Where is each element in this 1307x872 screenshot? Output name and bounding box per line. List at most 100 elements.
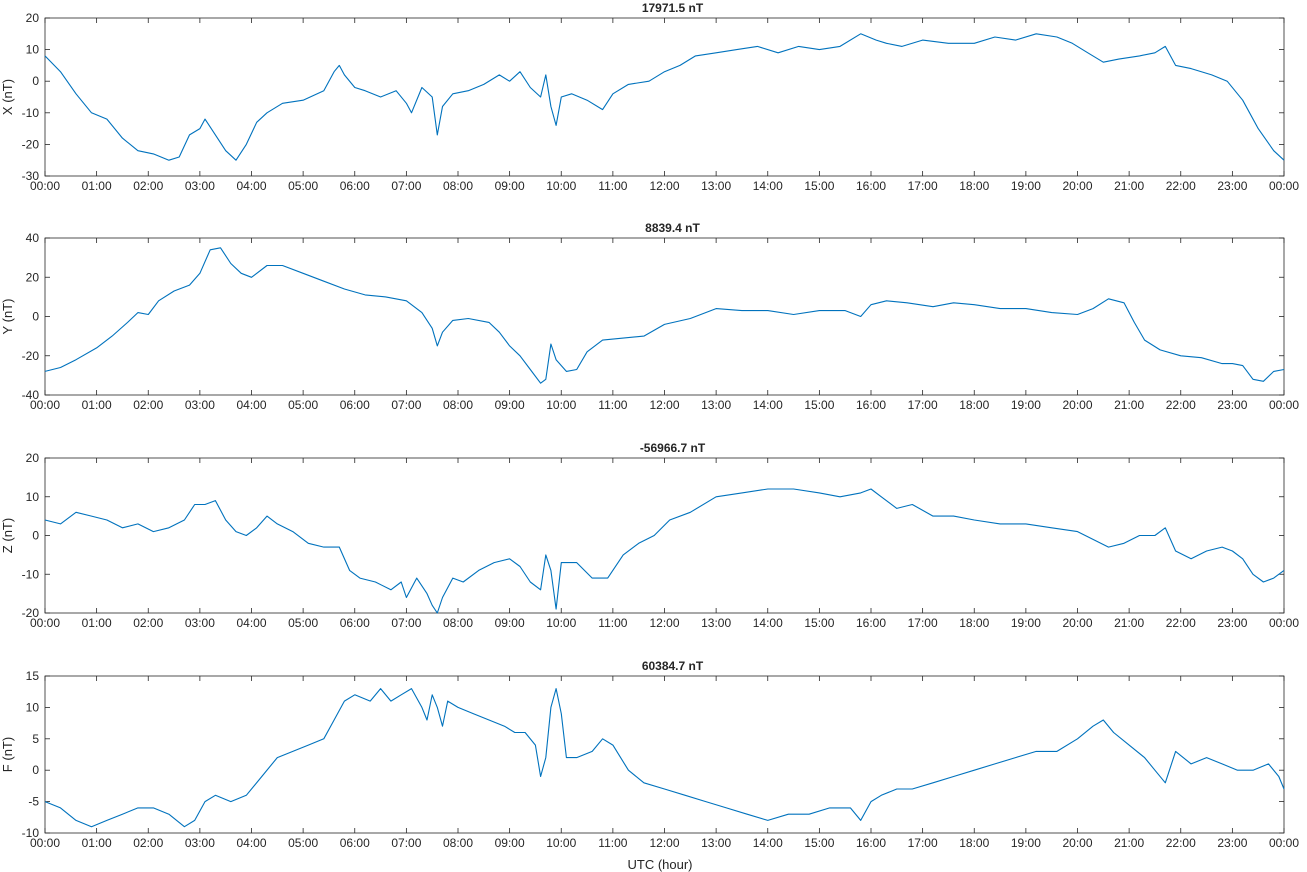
xtick-label-x: 07:00 <box>391 179 421 193</box>
xtick-label-x: 22:00 <box>1166 179 1196 193</box>
xtick-label-y: 04:00 <box>236 398 266 412</box>
ytick-label-x: 10 <box>26 43 40 57</box>
ytick-label-y: 40 <box>26 231 40 245</box>
ytick-label-x: -10 <box>22 106 40 120</box>
xtick-label-z: 09:00 <box>495 616 525 630</box>
xtick-label-y: 15:00 <box>804 398 834 412</box>
xtick-label-x: 08:00 <box>443 179 473 193</box>
xtick-label-f: 20:00 <box>1062 836 1092 850</box>
xtick-label-f: 05:00 <box>288 836 318 850</box>
ytick-label-f: 10 <box>26 700 40 714</box>
xtick-label-y: 10:00 <box>546 398 576 412</box>
xtick-label-y: 02:00 <box>133 398 163 412</box>
xtick-label-y: 08:00 <box>443 398 473 412</box>
panel-title-y: 8839.4 nT <box>645 221 700 235</box>
ylabel-f: F (nT) <box>0 737 15 772</box>
ytick-label-x: -20 <box>22 137 40 151</box>
xtick-label-z: 02:00 <box>133 616 163 630</box>
xtick-label-z: 01:00 <box>82 616 112 630</box>
ytick-label-f: 5 <box>32 732 39 746</box>
xtick-label-y: 18:00 <box>959 398 989 412</box>
ytick-label-f: -5 <box>28 795 39 809</box>
xtick-label-y: 12:00 <box>649 398 679 412</box>
xtick-label-f: 22:00 <box>1166 836 1196 850</box>
plot-area-x <box>44 17 1285 177</box>
xtick-label-z: 03:00 <box>185 616 215 630</box>
xtick-label-f: 13:00 <box>701 836 731 850</box>
xtick-label-f: 07:00 <box>391 836 421 850</box>
xtick-label-f: 09:00 <box>495 836 525 850</box>
xtick-label-x: 21:00 <box>1114 179 1144 193</box>
xtick-label-x: 10:00 <box>546 179 576 193</box>
plot-area-y <box>44 237 1285 396</box>
ytick-label-z: 10 <box>26 490 40 504</box>
xtick-label-f: 14:00 <box>753 836 783 850</box>
xtick-label-x: 00:00 <box>30 179 60 193</box>
xtick-label-y: 03:00 <box>185 398 215 412</box>
ytick-label-y: -20 <box>22 349 40 363</box>
xtick-label-y: 19:00 <box>1011 398 1041 412</box>
xtick-label-f: 01:00 <box>82 836 112 850</box>
xtick-label-x: 03:00 <box>185 179 215 193</box>
xtick-label-f: 06:00 <box>340 836 370 850</box>
xtick-label-x: 02:00 <box>133 179 163 193</box>
xtick-label-x: 05:00 <box>288 179 318 193</box>
xtick-label-x: 00:00 <box>1269 179 1299 193</box>
xtick-label-f: 21:00 <box>1114 836 1144 850</box>
xtick-label-z: 13:00 <box>701 616 731 630</box>
xtick-label-z: 04:00 <box>236 616 266 630</box>
xtick-label-f: 23:00 <box>1217 836 1247 850</box>
xtick-label-x: 04:00 <box>236 179 266 193</box>
xtick-label-x: 23:00 <box>1217 179 1247 193</box>
xtick-label-y: 22:00 <box>1166 398 1196 412</box>
series-line-x <box>44 33 1285 161</box>
xtick-label-f: 02:00 <box>133 836 163 850</box>
plot-area-z <box>44 457 1285 614</box>
panel-z: -56966.7 nT Z (nT) -20 -10 0 10 20 00:00 01:00 02… <box>0 441 1299 630</box>
xtick-label-x: 20:00 <box>1062 179 1092 193</box>
xtick-label-y: 00:00 <box>1269 398 1299 412</box>
ylabel-y: Y (nT) <box>0 299 15 335</box>
ytick-label-z: 0 <box>32 529 39 543</box>
xtick-label-f: 00:00 <box>30 836 60 850</box>
ytick-label-z: -20 <box>22 606 40 620</box>
ytick-label-y: 0 <box>32 310 39 324</box>
xtick-label-y: 16:00 <box>856 398 886 412</box>
xtick-label-z: 12:00 <box>649 616 679 630</box>
xtick-label-z: 08:00 <box>443 616 473 630</box>
series-line-y <box>44 247 1285 384</box>
panel-x: 17971.5 nT X (nT) -30 -20 -10 0 10 20 00:00 01:00… <box>0 1 1299 193</box>
xtick-label-f: 15:00 <box>804 836 834 850</box>
panel-title-z: -56966.7 nT <box>640 441 706 455</box>
xtick-label-x: 12:00 <box>649 179 679 193</box>
xtick-label-x: 01:00 <box>82 179 112 193</box>
xtick-label-y: 23:00 <box>1217 398 1247 412</box>
panel-title-f: 60384.7 nT <box>642 659 704 673</box>
xtick-label-z: 21:00 <box>1114 616 1144 630</box>
ytick-label-x: -30 <box>22 169 40 183</box>
xtick-label-x: 06:00 <box>340 179 370 193</box>
xtick-label-y: 00:00 <box>30 398 60 412</box>
xtick-label-f: 08:00 <box>443 836 473 850</box>
ytick-label-z: -10 <box>22 567 40 581</box>
xtick-label-f: 00:00 <box>1269 836 1299 850</box>
plot-area-f <box>44 675 1285 834</box>
xtick-label-x: 16:00 <box>856 179 886 193</box>
panel-title-x: 17971.5 nT <box>642 1 704 15</box>
xtick-label-y: 07:00 <box>391 398 421 412</box>
xtick-label-y: 05:00 <box>288 398 318 412</box>
xtick-label-x: 09:00 <box>495 179 525 193</box>
xtick-label-f: 10:00 <box>546 836 576 850</box>
xtick-label-x: 19:00 <box>1011 179 1041 193</box>
xtick-label-f: 04:00 <box>236 836 266 850</box>
xtick-label-z: 17:00 <box>908 616 938 630</box>
xtick-label-z: 23:00 <box>1217 616 1247 630</box>
xtick-label-f: 12:00 <box>649 836 679 850</box>
xtick-label-y: 11:00 <box>598 398 627 412</box>
xtick-label-x: 11:00 <box>598 179 627 193</box>
xtick-label-x: 15:00 <box>804 179 834 193</box>
xtick-label-y: 13:00 <box>701 398 731 412</box>
ytick-label-y: -40 <box>22 388 40 402</box>
xtick-label-f: 19:00 <box>1011 836 1041 850</box>
